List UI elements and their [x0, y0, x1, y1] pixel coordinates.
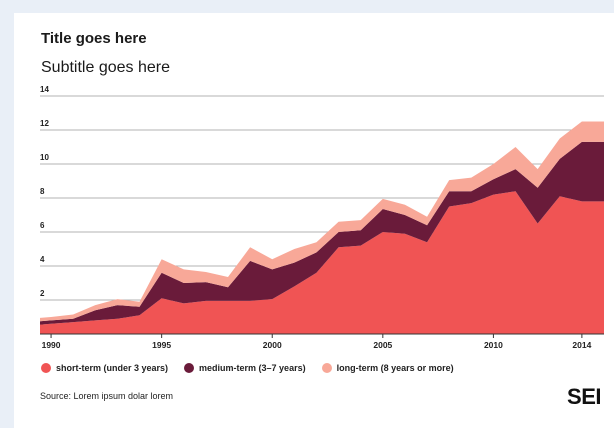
chart-legend: short-term (under 3 years) medium-term (3…	[41, 363, 470, 373]
x-tick-label: 2000	[263, 340, 282, 350]
legend-label: long-term (8 years or more)	[336, 363, 454, 373]
legend-label: short-term (under 3 years)	[56, 363, 169, 373]
y-tick-label: 2	[40, 289, 45, 298]
legend-item: medium-term (3–7 years)	[184, 363, 306, 373]
chart-title: Title goes here	[41, 30, 147, 47]
source-note: Source: Lorem ipsum dolar lorem	[40, 391, 174, 401]
chart-card: Title goes here Subtitle goes here 02468…	[14, 13, 614, 428]
legend-swatch	[321, 363, 332, 373]
legend-swatch	[41, 363, 51, 373]
y-tick-label: 14	[40, 85, 49, 94]
chart-subtitle: Subtitle goes here	[41, 59, 170, 76]
area-series-3	[40, 121, 604, 322]
area-chart: 02468101214199019952000200520102014	[40, 85, 604, 350]
x-tick-label: 2010	[484, 340, 503, 350]
legend-item: long-term (8 years or more)	[321, 363, 454, 373]
x-tick-label: 2014	[572, 340, 591, 350]
y-tick-label: 12	[40, 119, 49, 128]
area-series-1	[40, 191, 604, 334]
x-tick-label: 2005	[373, 340, 392, 350]
legend-swatch	[184, 363, 195, 373]
legend-label: medium-term (3–7 years)	[199, 363, 306, 373]
x-tick-label: 1990	[42, 340, 61, 350]
y-tick-label: 10	[40, 153, 49, 162]
y-tick-label: 6	[40, 221, 45, 230]
y-tick-label: 8	[40, 187, 45, 196]
sei-logo: SEI	[567, 384, 601, 409]
x-tick-label: 1995	[152, 340, 171, 350]
legend-item: short-term (under 3 years)	[41, 363, 168, 373]
y-tick-label: 4	[40, 255, 45, 264]
